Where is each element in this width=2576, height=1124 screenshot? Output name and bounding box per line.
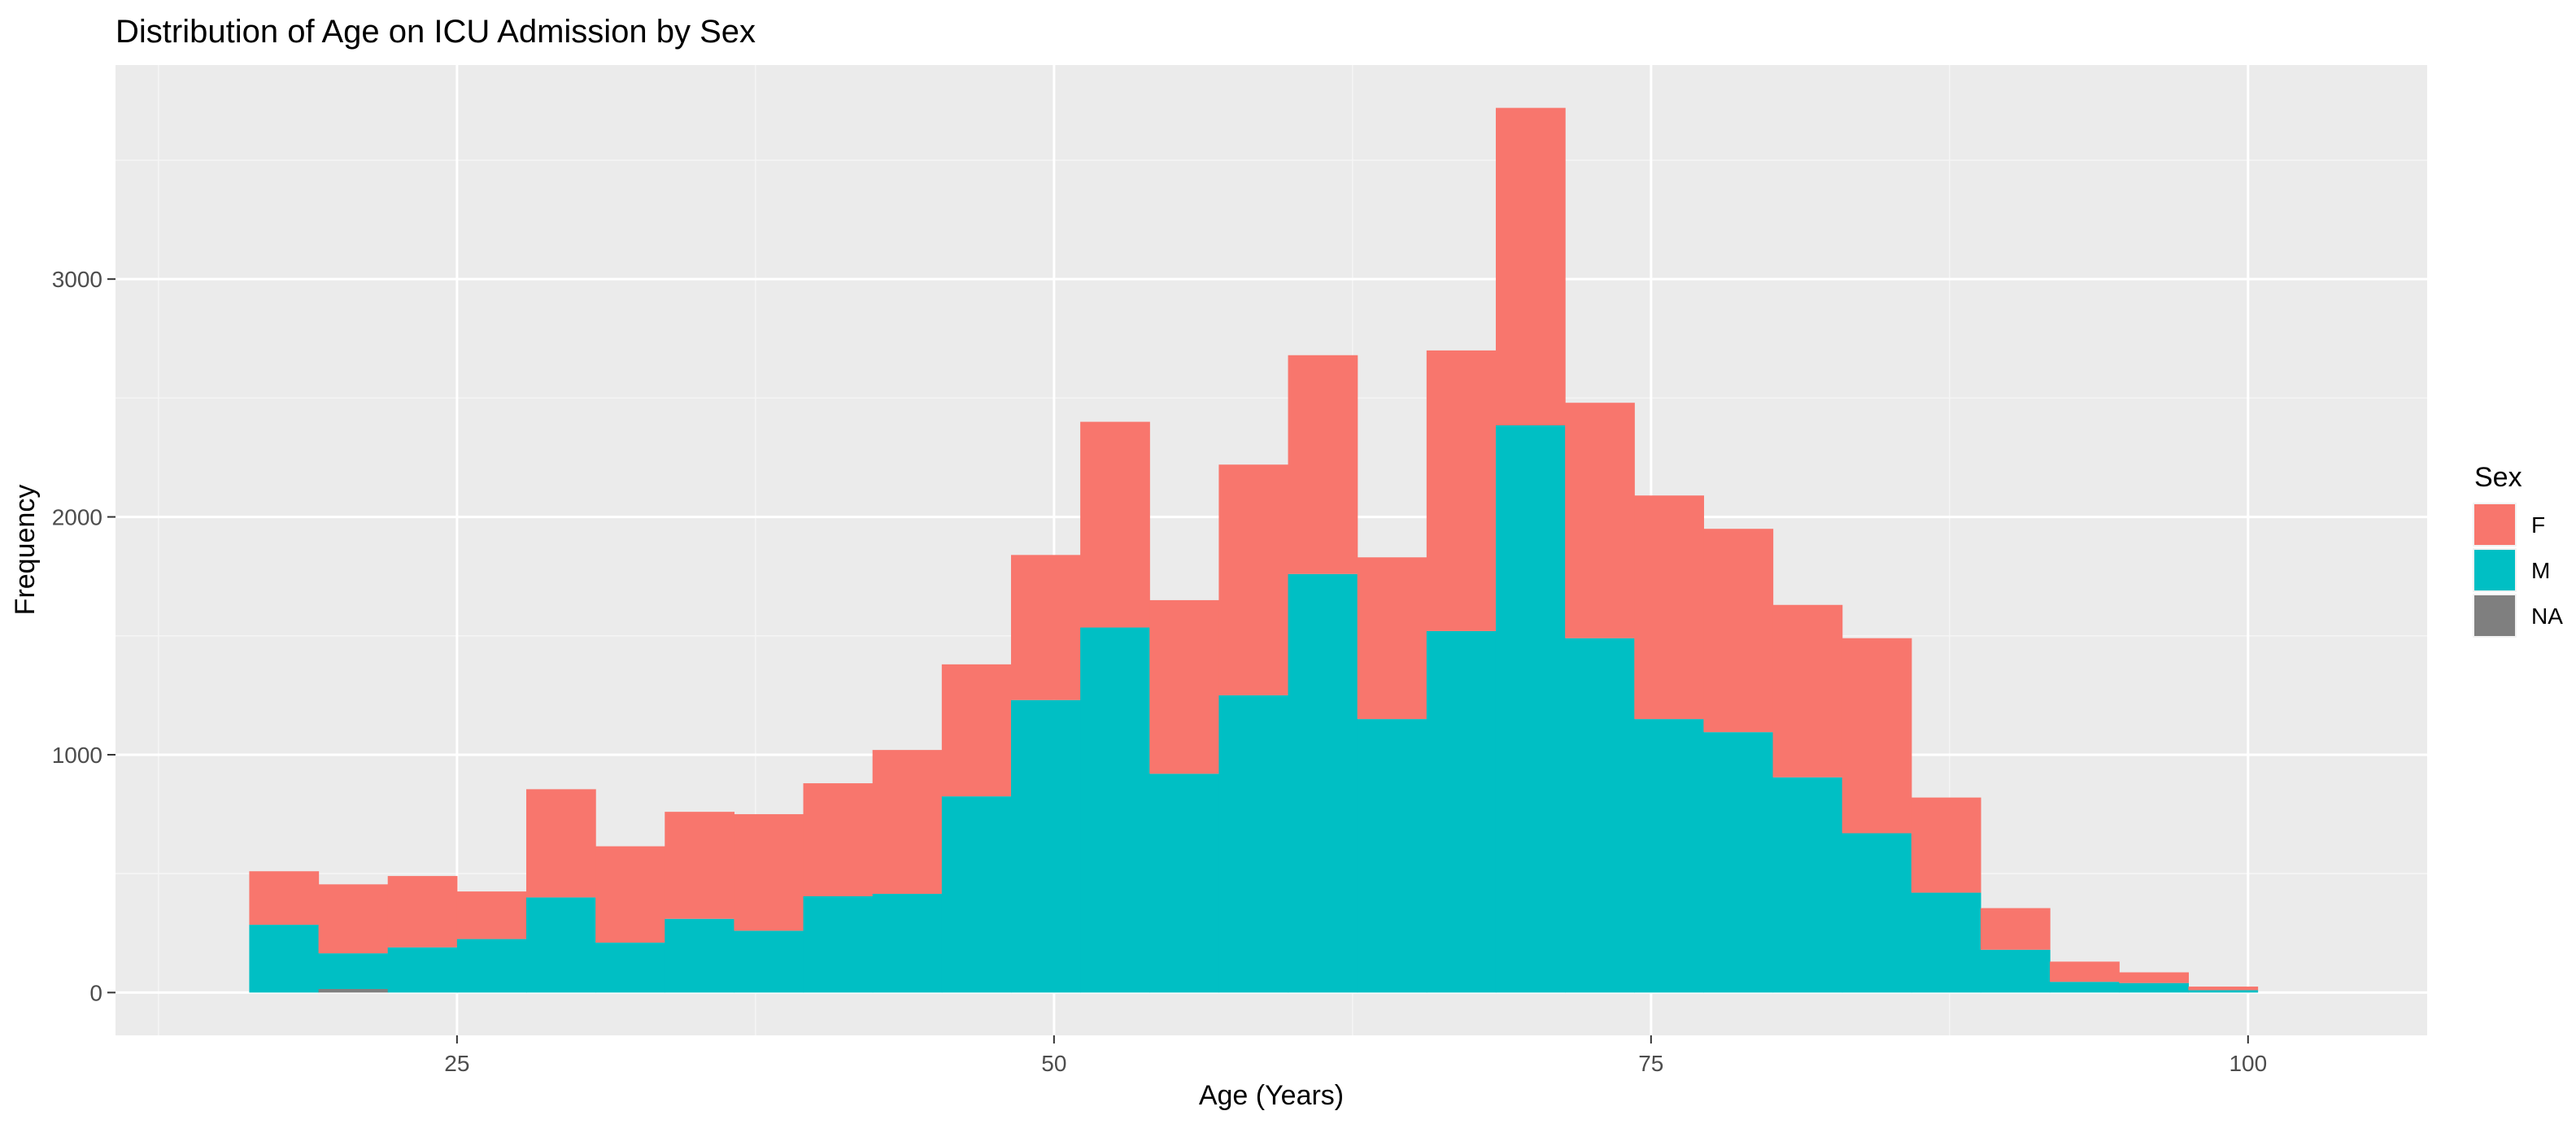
bar-m-bin-23: [1772, 777, 1843, 993]
bar-m-bin-21: [1634, 719, 1705, 993]
y-tick-label: 1000: [52, 743, 102, 768]
bar-f-bin-15: [1218, 464, 1289, 695]
legend-swatch-na: [2474, 595, 2515, 636]
bar-m-bin-1: [249, 925, 320, 993]
y-tick-label: 0: [89, 980, 102, 1005]
bar-m-bin-14: [1149, 773, 1220, 993]
x-tick-label: 50: [1041, 1051, 1066, 1076]
bar-f-bin-22: [1703, 529, 1774, 733]
bar-m-bin-29: [2188, 990, 2259, 993]
x-axis: 25 50 75 100: [444, 1035, 2267, 1076]
bar-f-bin-8: [734, 814, 804, 931]
legend-label-na: NA: [2531, 603, 2563, 629]
bar-m-bin-19: [1495, 425, 1566, 993]
x-tick-label: 25: [444, 1051, 469, 1076]
bar-m-bin-18: [1426, 630, 1497, 993]
bar-f-bin-2: [318, 884, 389, 954]
bar-m-bin-7: [665, 918, 735, 993]
bar-m-bin-11: [941, 796, 1012, 993]
bar-f-bin-17: [1357, 557, 1427, 720]
y-axis-title: Frequency: [10, 485, 41, 616]
bar-m-bin-8: [734, 930, 804, 993]
bar-m-bin-24: [1842, 833, 1912, 993]
legend: Sex FM NA: [2473, 462, 2563, 638]
bar-f-bin-24: [1842, 638, 1912, 834]
bar-f-bin-26: [1980, 908, 2051, 950]
bar-f-bin-25: [1911, 797, 1981, 893]
bar-m-bin-10: [872, 894, 943, 993]
legend-swatch-f: [2474, 504, 2515, 545]
x-axis-title: Age (Years): [1199, 1080, 1344, 1111]
bar-m-bin-9: [803, 895, 874, 993]
chart-title: Distribution of Age on ICU Admission by …: [116, 14, 756, 50]
bar-f-bin-6: [595, 846, 665, 943]
bar-f-bin-12: [1010, 555, 1081, 700]
bar-m-bin-22: [1703, 732, 1774, 993]
y-tick-label: 2000: [52, 505, 102, 530]
bar-f-bin-27: [2050, 961, 2120, 982]
bar-m-bin-12: [1010, 699, 1081, 993]
bar-m-bin-20: [1565, 638, 1635, 993]
y-axis: 0 1000 2000 3000: [52, 267, 116, 1005]
bar-m-bin-25: [1911, 892, 1981, 993]
legend-swatch-m: [2474, 550, 2515, 590]
bar-m-bin-4: [456, 939, 527, 993]
bar-f-bin-10: [872, 750, 943, 895]
x-tick-label: 100: [2229, 1051, 2267, 1076]
bar-f-bin-20: [1565, 403, 1635, 638]
bar-f-bin-5: [525, 789, 596, 898]
bar-f-bin-13: [1080, 421, 1150, 628]
bar-m-bin-27: [2050, 982, 2120, 993]
bar-f-bin-19: [1495, 107, 1566, 425]
bar-f-bin-1: [249, 871, 320, 926]
bar-f-bin-16: [1288, 355, 1358, 574]
bar-m-bin-6: [595, 942, 665, 993]
bar-m-bin-28: [2119, 982, 2190, 993]
bar-f-bin-28: [2119, 972, 2190, 983]
bar-f-bin-14: [1149, 599, 1220, 774]
y-tick-label: 3000: [52, 267, 102, 292]
bar-f-bin-7: [665, 812, 735, 919]
bar-m-bin-17: [1357, 719, 1427, 993]
bar-m-bin-26: [1980, 949, 2051, 993]
bar-f-bin-18: [1426, 350, 1497, 631]
bar-na-bin-2: [318, 988, 389, 993]
legend-label-f: F: [2531, 512, 2545, 538]
bar-f-bin-4: [456, 891, 527, 939]
bar-m-bin-5: [525, 897, 596, 993]
legend-label-m: M: [2531, 558, 2550, 583]
bar-m-bin-13: [1080, 627, 1150, 993]
bar-m-bin-16: [1288, 573, 1358, 993]
legend-title: Sex: [2474, 462, 2522, 493]
bar-m-bin-15: [1218, 695, 1289, 993]
bar-f-bin-9: [803, 783, 874, 896]
bar-f-bin-11: [941, 664, 1012, 797]
bar-f-bin-23: [1772, 604, 1843, 778]
bar-f-bin-3: [387, 876, 458, 948]
histogram-bars: [249, 107, 2259, 993]
bar-m-bin-2: [318, 953, 389, 989]
x-tick-label: 75: [1638, 1051, 1663, 1076]
bar-m-bin-3: [387, 947, 458, 993]
bar-f-bin-29: [2188, 987, 2259, 991]
bar-f-bin-21: [1634, 495, 1705, 720]
